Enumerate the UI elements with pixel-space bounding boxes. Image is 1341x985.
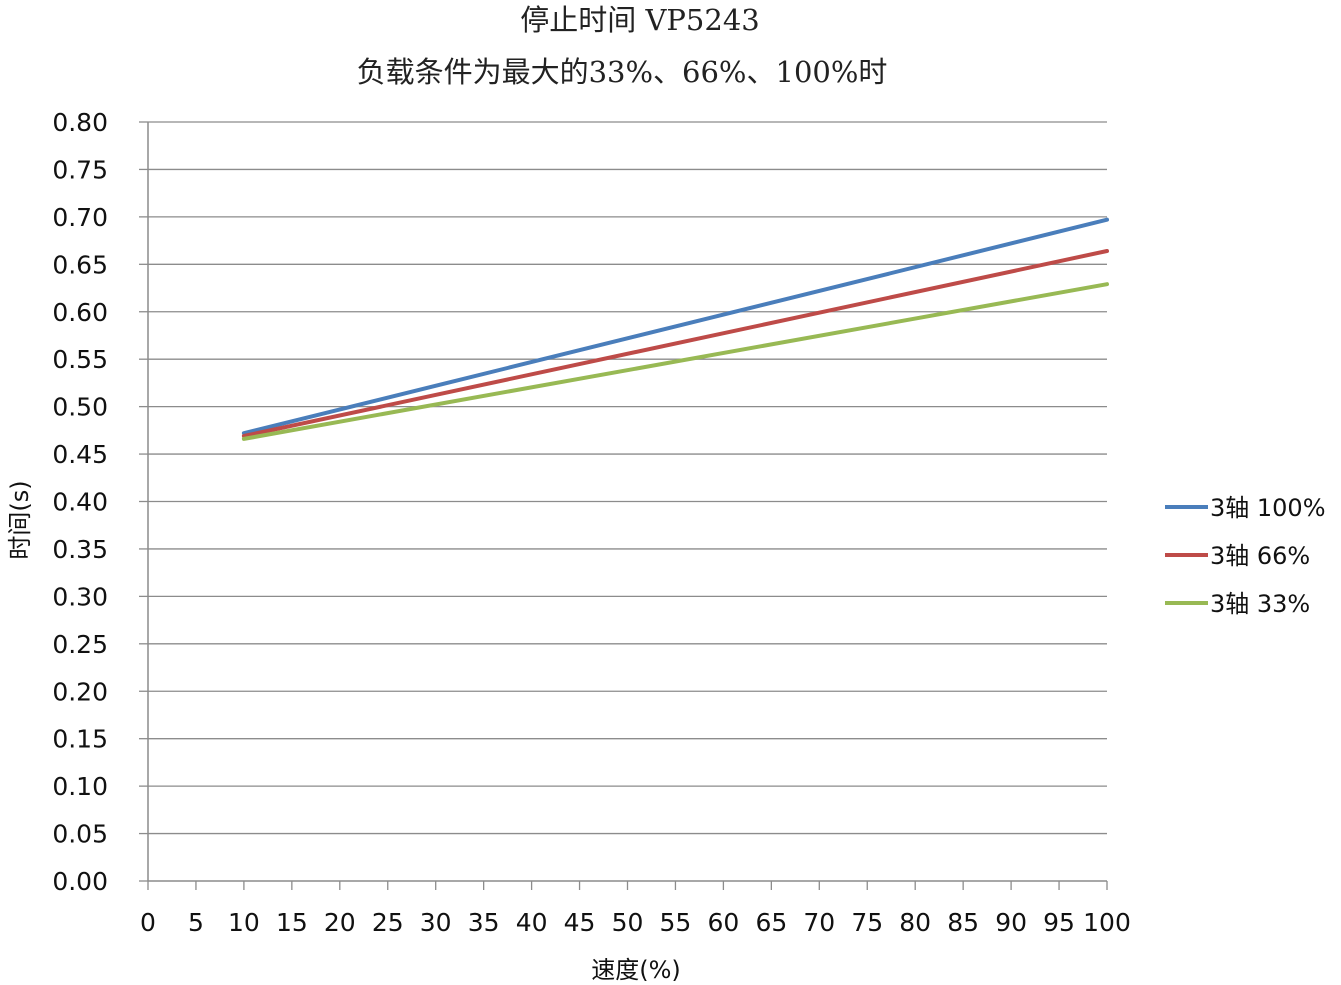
gridlines bbox=[148, 121, 1107, 835]
x-tick-label: 85 bbox=[947, 908, 979, 937]
y-tick-label: 0.30 bbox=[52, 582, 108, 611]
legend-label-0: 3轴 100% bbox=[1210, 494, 1326, 522]
series-line-2 bbox=[241, 282, 1109, 441]
y-tick-label: 0.80 bbox=[52, 108, 108, 137]
y-tick-label: 0.65 bbox=[52, 250, 108, 279]
x-tick-label: 25 bbox=[372, 908, 404, 937]
y-tick-label: 0.35 bbox=[52, 535, 108, 564]
legend-label-1: 3轴 66% bbox=[1210, 542, 1310, 570]
y-tick-label: 0.00 bbox=[52, 867, 108, 896]
x-tick-label: 45 bbox=[564, 908, 596, 937]
x-tick-label: 35 bbox=[468, 908, 500, 937]
x-tick-label: 95 bbox=[1043, 908, 1075, 937]
y-axis-ticks: 0.00 0.05 0.10 0.15 0.20 0.25 0.30 0.35 0.40 0.45… bbox=[52, 108, 148, 896]
series-lines bbox=[241, 217, 1109, 441]
y-tick-label: 0.75 bbox=[52, 155, 108, 184]
series-line-0 bbox=[241, 217, 1109, 436]
series-line-1 bbox=[241, 249, 1109, 438]
x-tick-label: 70 bbox=[803, 908, 835, 937]
chart-subtitle: 负载条件为最大的33%、66%、100%时 bbox=[357, 55, 888, 89]
legend: 3轴 100% 3轴 66% 3轴 33% bbox=[1165, 494, 1326, 618]
y-tick-label: 0.45 bbox=[52, 440, 108, 469]
y-tick-label: 0.05 bbox=[52, 820, 108, 849]
x-tick-label: 50 bbox=[612, 908, 644, 937]
x-tick-label: 10 bbox=[228, 908, 260, 937]
y-tick-label: 0.10 bbox=[52, 772, 108, 801]
y-tick-label: 0.20 bbox=[52, 677, 108, 706]
chart-title: 停止时间 VP5243 bbox=[520, 3, 759, 37]
x-tick-label: 60 bbox=[707, 908, 739, 937]
x-tick-label: 80 bbox=[899, 908, 931, 937]
y-tick-label: 0.55 bbox=[52, 345, 108, 374]
y-tick-label: 0.15 bbox=[52, 725, 108, 754]
x-tick-label: 40 bbox=[516, 908, 548, 937]
y-tick-label: 0.60 bbox=[52, 298, 108, 327]
x-tick-label: 65 bbox=[755, 908, 787, 937]
y-tick-label: 0.50 bbox=[52, 393, 108, 422]
x-tick-label: 15 bbox=[276, 908, 308, 937]
x-tick-label: 90 bbox=[995, 908, 1027, 937]
y-tick-label: 0.70 bbox=[52, 203, 108, 232]
y-axis-title: 时间(s) bbox=[6, 480, 34, 559]
x-tick-label: 30 bbox=[420, 908, 452, 937]
x-tick-label: 5 bbox=[188, 908, 204, 937]
x-tick-label: 55 bbox=[660, 908, 692, 937]
x-axis-ticks: 0 5 10 15 20 25 30 35 40 45 50 55 60 65 70 75 80 85 90 95 10… bbox=[140, 881, 1131, 937]
y-tick-label: 0.40 bbox=[52, 488, 108, 517]
x-axis-title: 速度(%) bbox=[591, 956, 681, 984]
x-tick-label: 0 bbox=[140, 908, 156, 937]
x-tick-label: 75 bbox=[851, 908, 883, 937]
y-tick-label: 0.25 bbox=[52, 630, 108, 659]
x-tick-label: 20 bbox=[324, 908, 356, 937]
x-tick-label: 100 bbox=[1083, 908, 1131, 937]
legend-label-2: 3轴 33% bbox=[1210, 590, 1310, 618]
